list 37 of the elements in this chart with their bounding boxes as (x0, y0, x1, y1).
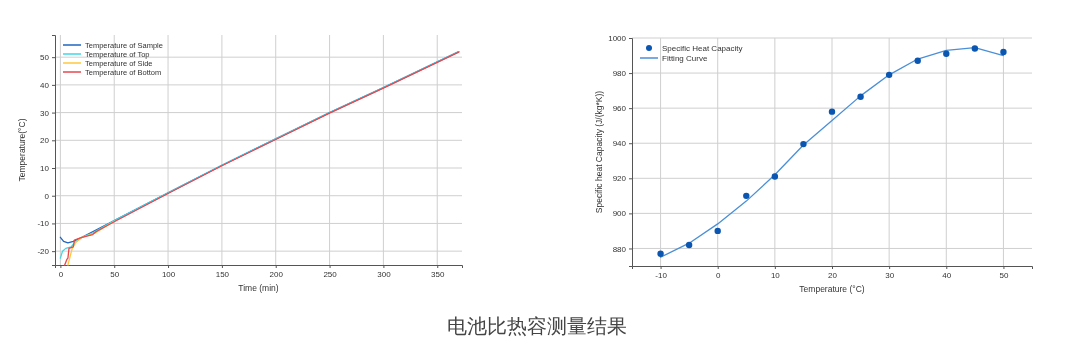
y-axis-title: Specific heat Capacity (J/(kg*K)) (594, 90, 604, 214)
y-tick-label: 50 (40, 53, 50, 63)
y-tick-label: 20 (40, 136, 50, 146)
x-tick-label: 20 (828, 270, 838, 280)
x-tick-label: 200 (269, 269, 284, 279)
y-tick-label: 920 (612, 174, 627, 184)
x-axis-title: Time (min) (238, 283, 279, 293)
y-tick-label: 980 (612, 69, 627, 79)
x-tick-label: 300 (377, 269, 392, 279)
x-tick-label: 350 (431, 269, 445, 279)
x-tick-label: -10 (655, 270, 668, 280)
text: 电池比热容测量结果 (447, 315, 627, 337)
x-tick-label: 0 (715, 270, 721, 280)
y-tick-label: 0 (44, 191, 50, 201)
y-axis-title: Temperature(°C) (17, 118, 27, 182)
x-tick-label: 50 (999, 270, 1009, 280)
y-tick-label: 900 (612, 209, 627, 219)
x-tick-label: 30 (885, 270, 895, 280)
y-tick-label: 960 (612, 104, 627, 114)
y-tick-label: 30 (40, 108, 50, 118)
y-tick-label: 10 (40, 164, 50, 174)
x-tick-label: 100 (161, 269, 176, 279)
x-tick-label: 150 (215, 269, 230, 279)
y-tick-label: 880 (612, 244, 627, 254)
x-tick-label: 50 (110, 269, 120, 279)
x-tick-label: 40 (942, 270, 952, 280)
legend-label: Specific Heat Capacity (662, 43, 743, 53)
x-axis-title: Temperature (°C) (799, 284, 865, 294)
y-tick-label: -20 (37, 247, 50, 257)
x-tick-label: 250 (323, 269, 338, 279)
y-tick-label: 940 (612, 139, 627, 149)
y-tick-label: 40 (40, 80, 50, 90)
y-tick-label: 1000 (608, 34, 627, 44)
x-tick-label: 10 (770, 270, 781, 280)
legend-label: Fitting Curve (662, 53, 708, 63)
x-tick-label: 0 (58, 269, 64, 279)
y-tick-label: -10 (37, 219, 50, 229)
